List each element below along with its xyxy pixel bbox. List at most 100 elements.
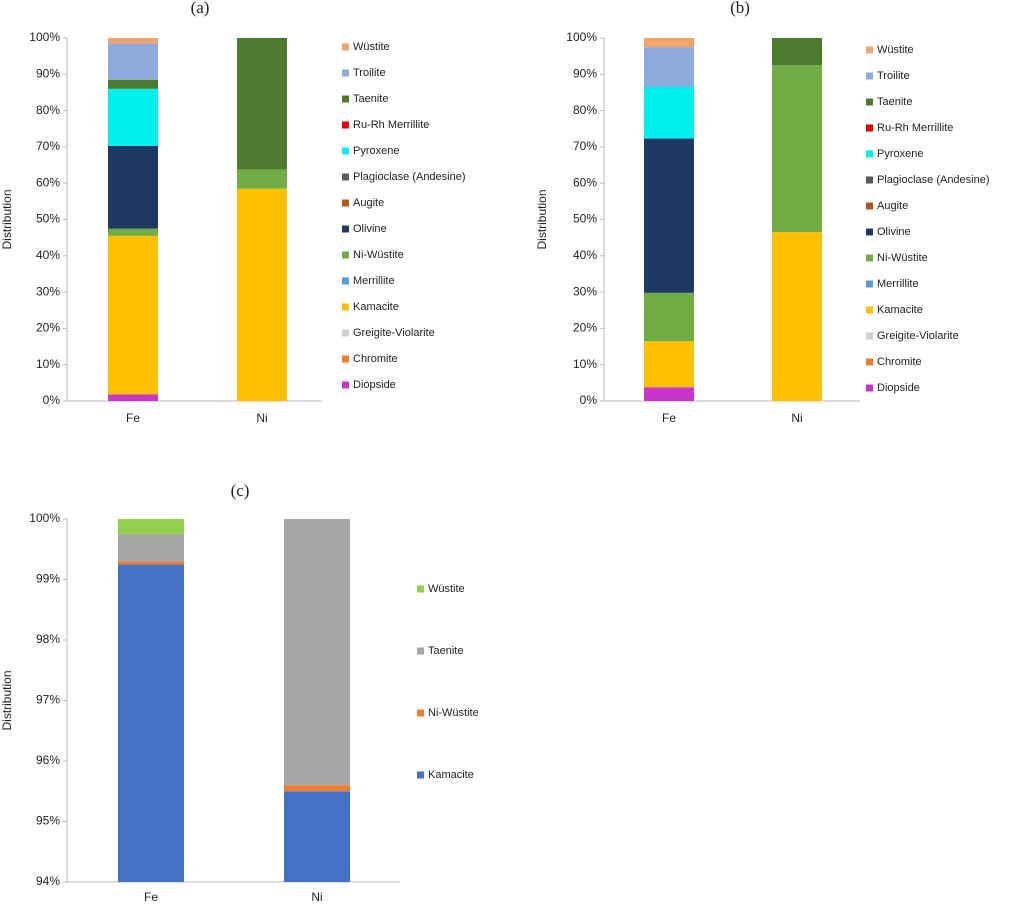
legend-label: Ru-Rh Merrillite — [877, 122, 953, 134]
bar-segment — [644, 47, 694, 88]
x-tick-label: Fe — [126, 411, 140, 425]
bar-segment — [772, 38, 822, 66]
legend-label: Ni-Wüstite — [428, 707, 479, 719]
legend-label: Taenite — [428, 645, 463, 657]
legend-label: Kamacite — [353, 301, 399, 313]
legend-swatch — [342, 225, 349, 233]
y-tick-label: 40% — [36, 248, 60, 262]
legend-label: Taenite — [353, 93, 388, 105]
chart-title: (c) — [231, 481, 250, 500]
legend-label: Olivine — [877, 226, 911, 238]
legend-swatch — [342, 251, 349, 259]
legend-label: Greigite-Violarite — [877, 330, 959, 342]
y-tick-label: 10% — [573, 357, 597, 371]
x-tick-label: Fe — [144, 890, 158, 904]
y-tick-label: 40% — [573, 248, 597, 262]
bar-segment — [772, 65, 822, 233]
bar-segment — [284, 785, 350, 792]
legend-label: Troilite — [877, 70, 910, 82]
legend-swatch — [342, 381, 349, 389]
y-tick-label: 10% — [36, 357, 60, 371]
legend-swatch — [342, 43, 349, 51]
legend-label: Wüstite — [877, 44, 914, 56]
bar-segment — [644, 292, 694, 342]
legend-swatch — [417, 709, 424, 717]
bar-segment — [108, 235, 158, 395]
y-tick-label: 60% — [573, 175, 597, 189]
y-tick-label: 80% — [573, 103, 597, 117]
bar-segment — [644, 138, 694, 293]
bar-segment — [644, 87, 694, 139]
legend-label: Kamacite — [428, 769, 474, 781]
y-axis-label: Distribution — [535, 189, 549, 249]
y-tick-label: 97% — [36, 693, 60, 707]
legend-swatch — [866, 176, 873, 184]
y-tick-label: 50% — [573, 212, 597, 226]
legend-swatch — [866, 202, 873, 210]
bar-segment — [108, 43, 158, 80]
legend-swatch — [866, 72, 873, 80]
legend-swatch — [342, 69, 349, 77]
bar-segment — [118, 519, 184, 535]
legend-label: Diopside — [877, 382, 920, 394]
x-tick-label: Ni — [311, 890, 322, 904]
y-tick-label: 95% — [36, 814, 60, 828]
y-tick-label: 96% — [36, 753, 60, 767]
y-tick-label: 60% — [36, 175, 60, 189]
legend-swatch — [342, 329, 349, 337]
legend-swatch — [866, 124, 873, 132]
chart-title: (b) — [730, 0, 750, 17]
legend-swatch — [417, 585, 424, 593]
legend-label: Chromite — [353, 353, 398, 365]
legend-label: Pyroxene — [353, 145, 399, 157]
y-tick-label: 90% — [36, 66, 60, 80]
legend-swatch — [342, 277, 349, 285]
legend-swatch — [342, 355, 349, 363]
legend-label: Olivine — [353, 223, 387, 235]
y-tick-label: 100% — [29, 30, 60, 44]
legend-swatch — [866, 228, 873, 236]
bar-segment — [644, 341, 694, 388]
y-tick-label: 90% — [573, 66, 597, 80]
legend-swatch — [342, 95, 349, 103]
y-tick-label: 70% — [36, 139, 60, 153]
y-tick-label: 99% — [36, 572, 60, 586]
y-tick-label: 94% — [36, 874, 60, 888]
legend-label: Wüstite — [353, 41, 390, 53]
y-tick-label: 30% — [36, 284, 60, 298]
legend-label: Chromite — [877, 356, 922, 368]
legend-label: Troilite — [353, 67, 386, 79]
legend-label: Merrillite — [877, 278, 919, 290]
y-tick-label: 0% — [43, 393, 61, 407]
bar-segment — [108, 228, 158, 236]
legend-swatch — [417, 771, 424, 779]
legend-swatch — [866, 384, 873, 392]
legend-label: Diopside — [353, 379, 396, 391]
y-tick-label: 80% — [36, 103, 60, 117]
legend-label: Augite — [877, 200, 908, 212]
legend-swatch — [866, 98, 873, 106]
bar-segment — [772, 232, 822, 401]
x-tick-label: Fe — [662, 411, 676, 425]
legend-swatch — [866, 306, 873, 314]
y-tick-label: 98% — [36, 632, 60, 646]
legend-swatch — [866, 358, 873, 366]
legend-label: Wüstite — [428, 583, 465, 595]
legend-label: Ru-Rh Merrillite — [353, 119, 429, 131]
chart-title: (a) — [191, 0, 210, 17]
y-tick-label: 70% — [573, 139, 597, 153]
bar-segment — [108, 394, 158, 401]
legend-label: Merrillite — [353, 275, 395, 287]
bar-segment — [644, 38, 694, 48]
y-tick-label: 30% — [573, 284, 597, 298]
bar-segment — [118, 534, 184, 562]
y-tick-label: 100% — [566, 30, 597, 44]
legend-swatch — [342, 147, 349, 155]
y-tick-label: 20% — [573, 321, 597, 335]
legend-swatch — [342, 121, 349, 129]
legend-label: Plagioclase (Andesine) — [353, 171, 466, 183]
bar-segment — [284, 791, 350, 882]
y-axis-label: Distribution — [0, 670, 14, 730]
legend-swatch — [342, 303, 349, 311]
